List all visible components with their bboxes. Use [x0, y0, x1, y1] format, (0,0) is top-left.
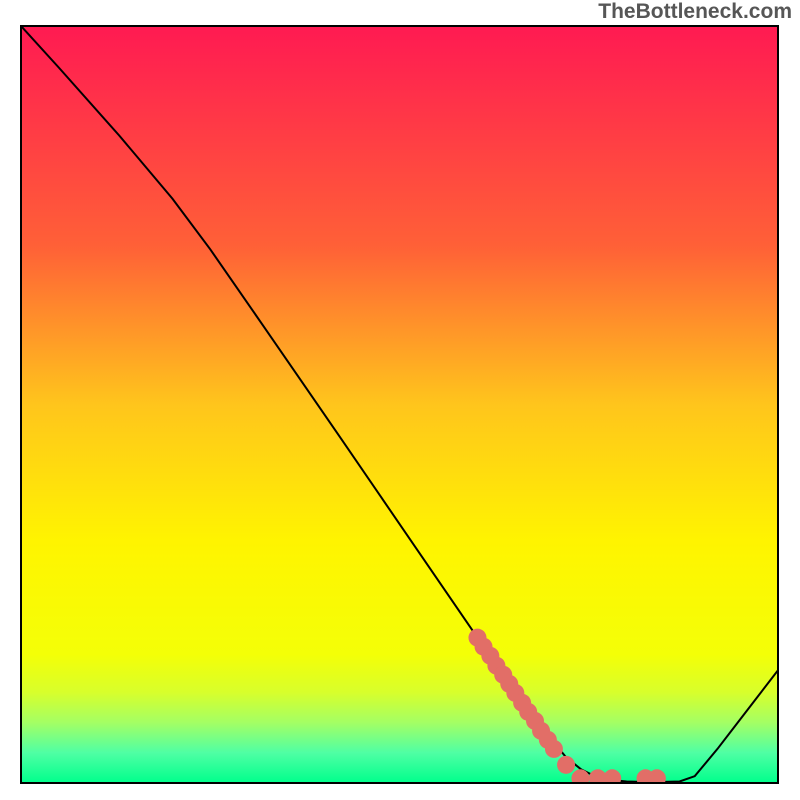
- chart-container: TheBottleneck.com: [0, 0, 800, 800]
- marker-point: [557, 756, 575, 774]
- marker-point: [648, 769, 666, 787]
- marker-point: [603, 769, 621, 787]
- marker-point: [545, 740, 563, 758]
- plot-svg: [0, 0, 800, 800]
- marker-point: [571, 769, 589, 787]
- gradient-background: [21, 26, 778, 783]
